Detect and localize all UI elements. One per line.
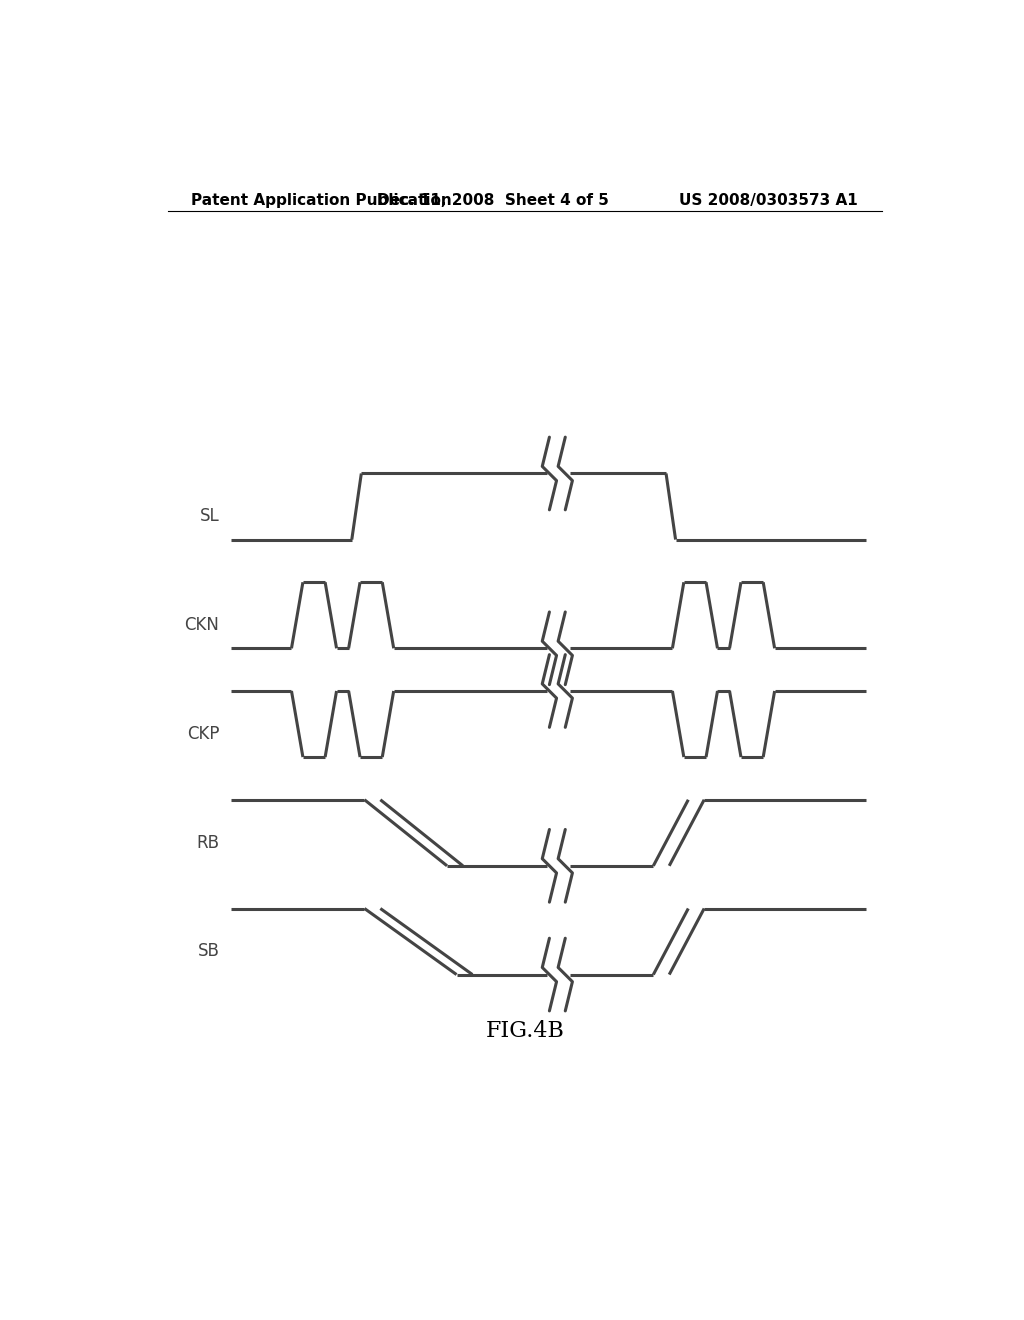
Text: US 2008/0303573 A1: US 2008/0303573 A1 [679, 193, 858, 209]
Text: SB: SB [198, 942, 219, 961]
Text: SL: SL [200, 507, 219, 525]
Text: CKP: CKP [186, 725, 219, 743]
Text: Dec. 11, 2008  Sheet 4 of 5: Dec. 11, 2008 Sheet 4 of 5 [377, 193, 609, 209]
Text: Patent Application Publication: Patent Application Publication [191, 193, 453, 209]
Text: RB: RB [197, 834, 219, 851]
Text: FIG.4B: FIG.4B [485, 1020, 564, 1043]
Text: CKN: CKN [184, 616, 219, 634]
